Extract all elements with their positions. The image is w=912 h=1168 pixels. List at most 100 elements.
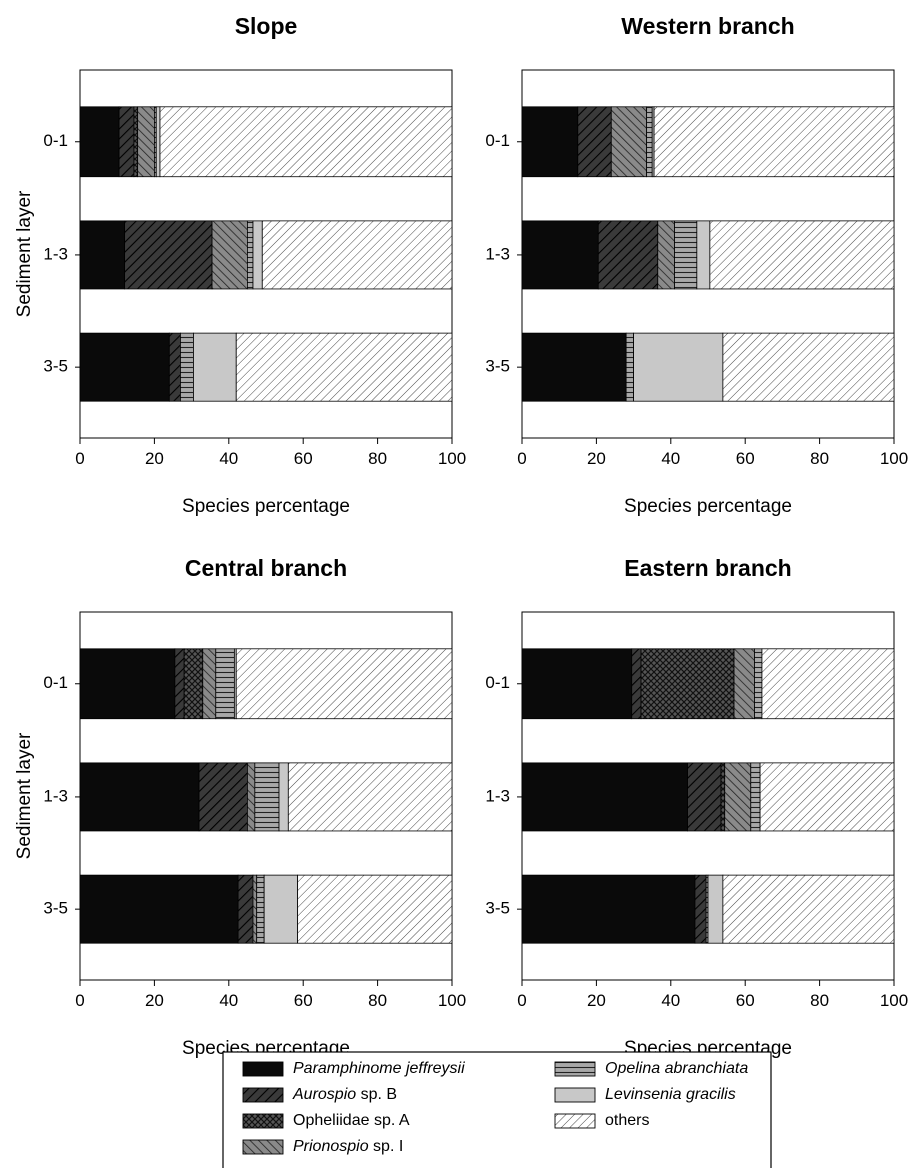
legend-swatch-ob [554,1061,596,1077]
y-tick-label: 3-5 [43,357,68,376]
y-tick-label: 3-5 [43,899,68,918]
panel-title: Western branch [621,13,794,39]
x-tick-label: 60 [736,991,755,1010]
bar-segment-ob [625,332,634,402]
legend-label-pr: Prionospio sp. I [293,1138,403,1155]
panel-1: Western branch 0-1 1-3 3-5 0 20 40 60 80 100 Speci… [485,13,908,517]
x-tick-label: 40 [219,991,238,1010]
x-tick-label: 0 [517,991,526,1010]
y-tick-label: 1-3 [485,786,510,805]
y-tick-label: 0-1 [485,673,510,692]
x-tick-label: 40 [219,449,238,468]
x-axis-label: Species percentage [182,496,350,517]
x-tick-label: 0 [75,991,84,1010]
x-tick-label: 0 [517,449,526,468]
x-axis-label: Species percentage [624,496,792,517]
bar-segment-op [640,648,735,720]
legend-label-ot: others [605,1112,649,1129]
legend-swatch-au [242,1087,284,1103]
bar-segment-ot [761,648,895,720]
bar-segment-lg [193,332,237,402]
bar-segment-au [631,648,642,720]
panel-title: Eastern branch [624,555,791,581]
bar-segment-op [183,648,204,720]
bar-segment-pj [521,106,579,178]
bar-segment-ob [254,762,280,832]
x-tick-label: 20 [587,449,606,468]
x-tick-label: 20 [587,991,606,1010]
legend-label-pj: Paramphinome jeffreysii [293,1060,465,1077]
bar-segment-lg [278,762,289,832]
legend-swatch-op [242,1113,284,1129]
x-tick-label: 80 [810,991,829,1010]
y-tick-label: 3-5 [485,899,510,918]
panel-title: Central branch [185,555,347,581]
bar-segment-au [597,220,659,290]
bar-segment-ot [722,332,895,402]
bar-segment-ob [215,648,235,720]
legend-label-au: Aurospio sp. B [292,1086,397,1103]
bar-segment-au [577,106,612,178]
bar-segment-ot [297,874,453,944]
bar-segment-lg [696,220,711,290]
bar-segment-au [124,220,213,290]
bar-segment-ob [754,648,763,720]
legend-frame [222,1051,772,1168]
bar-segment-au [198,762,248,832]
bar-segment-op [720,762,726,832]
x-tick-label: 80 [368,991,387,1010]
x-tick-label: 60 [294,991,313,1010]
x-tick-label: 100 [438,449,466,468]
x-tick-label: 80 [368,449,387,468]
bar-segment-lg [252,220,263,290]
panel-title: Slope [235,13,298,39]
bar-segment-pr [202,648,217,720]
bar-segment-pj [79,106,120,178]
legend-label-op: Opheliidae sp. A [293,1112,410,1129]
x-tick-label: 100 [880,991,908,1010]
bar-segment-lg [263,874,299,944]
bar-segment-ob [180,332,194,402]
x-tick-label: 80 [810,449,829,468]
bar-segment-ot [261,220,453,290]
x-tick-label: 40 [661,449,680,468]
x-tick-label: 40 [661,991,680,1010]
y-axis-label: Sediment layer [14,732,35,859]
y-tick-label: 0-1 [43,673,68,692]
legend-swatch-lg [554,1087,596,1103]
bar-segment-au [118,106,135,178]
x-tick-label: 60 [736,449,755,468]
bar-segment-pj [521,648,633,720]
bar-segment-pj [79,648,176,720]
y-tick-label: 1-3 [43,244,68,263]
bar-segment-pr [246,762,256,832]
y-tick-label: 0-1 [43,131,68,150]
bar-segment-lg [633,332,724,402]
bar-segment-pj [521,762,688,832]
bar-segment-ot [235,648,453,720]
bar-segment-au [237,874,254,944]
bar-segment-pr [610,106,648,178]
x-tick-label: 60 [294,449,313,468]
bar-segment-ot [722,874,895,944]
bar-segment-pj [521,220,599,290]
bar-segment-op [133,106,139,178]
bar-segment-pj [79,762,200,832]
bar-segment-ob [246,220,254,290]
bar-segment-ot [235,332,453,402]
bar-segment-ot [759,762,895,832]
bar-segment-au [694,874,707,944]
bar-segment-pj [79,220,126,290]
bar-segment-au [174,648,185,720]
y-axis-label: Sediment layer [14,190,35,317]
bar-segment-au [168,332,181,402]
bar-segment-au [687,762,722,832]
y-tick-label: 1-3 [485,244,510,263]
legend-label-ob: Opelina abranchiata [605,1060,748,1077]
x-tick-label: 20 [145,449,164,468]
bar-segment-lg [155,106,161,178]
legend-swatch-pj [242,1061,284,1077]
